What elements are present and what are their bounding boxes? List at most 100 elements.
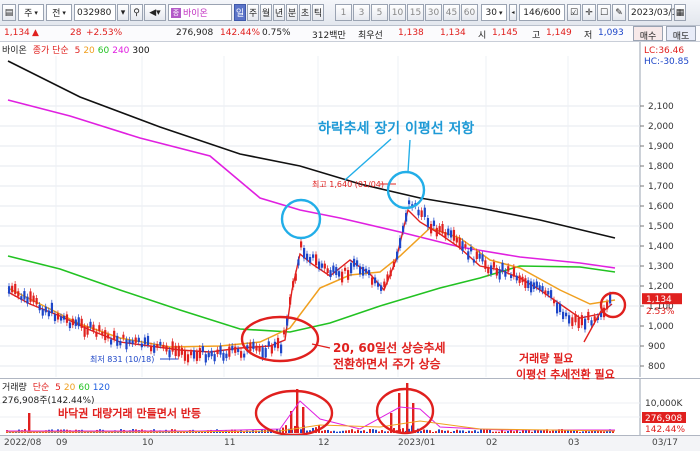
minute-tab-1[interactable]: 1 — [335, 4, 352, 21]
candle-body — [300, 241, 303, 248]
candle-body — [213, 354, 216, 362]
candle-body — [501, 262, 504, 272]
volume-bar — [492, 431, 494, 433]
candle-body — [532, 282, 536, 289]
volume-bar — [381, 430, 383, 433]
period-tab-5[interactable]: 초 — [299, 4, 311, 21]
date-label-3: 11 — [224, 438, 236, 448]
candle-body — [498, 269, 501, 280]
current-pct-tag: 2.53% — [646, 307, 675, 317]
period-tab-2[interactable]: 월 — [260, 4, 272, 21]
candle-body — [56, 313, 60, 320]
sell-label: 매도 — [672, 32, 690, 42]
volume-legend-name: 거래량 — [2, 383, 27, 393]
volume-bar — [537, 429, 539, 433]
need-arrow — [583, 310, 602, 343]
calendar-icon[interactable]: ▦ — [674, 4, 686, 21]
type-select-value: 전 — [52, 9, 61, 19]
stock-code-input[interactable]: 032980 — [74, 4, 116, 21]
volume-bar — [471, 431, 473, 433]
sell-button[interactable]: 매도 — [666, 26, 696, 42]
candle-body — [183, 350, 187, 361]
period-tab-4[interactable]: 분 — [286, 4, 298, 21]
candle-body — [165, 345, 168, 352]
candle-body — [180, 347, 183, 355]
market-select[interactable]: 주 ▾ — [18, 4, 44, 21]
candle-body — [231, 346, 234, 351]
price-tick-label: 1,700 — [648, 182, 674, 192]
bookmark-icon[interactable]: ☐ — [597, 4, 611, 21]
volume-bar — [432, 431, 434, 433]
period-tab-1[interactable]: 주 — [247, 4, 259, 21]
price-chart[interactable]: 2,100 2,000 1,900 1,800 1,700 1,600 1,500 1,400… — [0, 42, 700, 377]
buy-button[interactable]: 매수 — [633, 26, 663, 42]
minute-tab-10[interactable]: 10 — [389, 4, 406, 21]
crosshair-icon[interactable]: ✛ — [582, 4, 596, 21]
price-chart-svg[interactable]: 2,100 2,000 1,900 1,800 1,700 1,600 1,500 1,400… — [0, 42, 700, 377]
volume-bar — [486, 429, 488, 433]
minute-tab-5[interactable]: 5 — [371, 4, 388, 21]
volume-bar — [495, 431, 497, 433]
candle-body — [131, 340, 134, 344]
volume-bar — [465, 431, 467, 433]
stock-name-field[interactable]: 종 바이온 — [168, 4, 232, 21]
candle-body — [14, 283, 17, 294]
price-tick-label: 1,900 — [648, 142, 674, 152]
candle-body — [292, 281, 295, 288]
minute-tab-30[interactable]: 30 — [425, 4, 442, 21]
date-field[interactable]: 2023/03/17 — [628, 4, 683, 21]
candle-body — [62, 315, 66, 320]
candle-body — [309, 257, 312, 263]
volume-spike-bar — [302, 407, 305, 433]
minute-tab-60[interactable]: 60 — [461, 4, 478, 21]
checkbox-icon[interactable]: ☑ — [567, 4, 581, 21]
type-select[interactable]: 전 ▾ — [46, 4, 72, 21]
candle-body — [368, 270, 371, 276]
tick-decrease-icon[interactable]: ◂ — [509, 4, 517, 21]
period-tab-0[interactable]: 일 — [234, 4, 246, 21]
volume-bar — [447, 430, 449, 433]
candle-body — [104, 330, 107, 341]
minute-tab-45[interactable]: 45 — [443, 4, 460, 21]
candle-body — [47, 310, 50, 317]
candle-body — [392, 261, 395, 267]
volume-bar — [573, 429, 575, 433]
price-tick-label: 1,800 — [648, 162, 674, 172]
edit-icon[interactable]: ✎ — [612, 4, 626, 21]
candle-body — [609, 294, 612, 304]
search-icon[interactable]: ⚲ — [130, 4, 143, 21]
volume-bar — [591, 430, 593, 433]
low-annotation: 최저 831 (10/18) — [90, 354, 154, 364]
legend-stock-name: 바이온 — [2, 46, 27, 56]
period-tab-3[interactable]: 년 — [273, 4, 285, 21]
period-tab-6[interactable]: 틱 — [312, 4, 324, 21]
volume-bar — [489, 429, 491, 433]
menu-icon[interactable]: ▤ — [2, 4, 16, 21]
candle-body — [23, 291, 26, 300]
candle-body — [26, 296, 29, 304]
speaker-icon[interactable]: ◀▾ — [144, 4, 166, 21]
quote-best-label: 최우선 — [358, 31, 383, 41]
candle-body — [571, 317, 574, 327]
page-count-field[interactable]: 146/600 — [519, 4, 565, 21]
candle-body — [60, 316, 63, 321]
candle-body — [350, 262, 353, 274]
volume-bar — [543, 429, 545, 433]
code-dropdown-icon[interactable]: ▾ — [117, 4, 129, 21]
candle-body — [386, 274, 389, 282]
candle-body — [306, 253, 309, 261]
candle-body — [32, 295, 35, 303]
minute-tab-3[interactable]: 3 — [353, 4, 370, 21]
volume-bar — [549, 431, 551, 433]
candle-body — [590, 320, 593, 326]
volume-bar — [516, 429, 518, 433]
volume-bar — [519, 431, 521, 433]
candle-body — [134, 337, 137, 343]
tick-select[interactable]: 30 ▾ — [481, 4, 507, 21]
minute-tab-15[interactable]: 15 — [407, 4, 424, 21]
volume-ma-20-line — [6, 420, 616, 433]
candle-body — [65, 314, 69, 323]
candle-body — [294, 273, 297, 281]
